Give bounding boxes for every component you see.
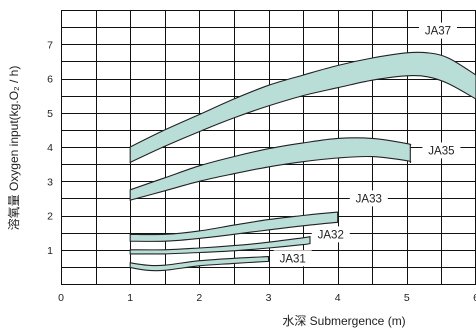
band-label-bg bbox=[311, 226, 350, 243]
y-tick-label: 6 bbox=[47, 74, 53, 86]
band-labels: JA37 JA35 JA33 JA32 JA31 bbox=[273, 22, 461, 267]
band-ja35 bbox=[129, 137, 412, 201]
x-tick-label: 6 bbox=[473, 292, 476, 304]
y-tick-label: 2 bbox=[47, 211, 53, 223]
band-label-bg bbox=[349, 190, 388, 207]
x-tick-label: 2 bbox=[196, 292, 202, 304]
band-label-bg bbox=[422, 142, 461, 159]
band-ja31 bbox=[129, 256, 270, 272]
x-tick-label: 0 bbox=[58, 292, 64, 304]
band-label-ja32: JA32 bbox=[318, 229, 344, 241]
y-tick-label: 1 bbox=[47, 245, 53, 257]
band-ja32 bbox=[129, 236, 311, 255]
y-tick-label: 7 bbox=[47, 39, 53, 51]
band-ja33 bbox=[129, 211, 339, 242]
band-label-ja31: JA31 bbox=[280, 253, 306, 265]
x-tick-label: 3 bbox=[266, 292, 272, 304]
y-tick-label: 5 bbox=[47, 108, 53, 120]
x-tick-label: 4 bbox=[335, 292, 341, 304]
x-tick-label: 5 bbox=[404, 292, 410, 304]
band-label-bg bbox=[418, 22, 457, 39]
bands bbox=[129, 51, 476, 272]
band-ja37 bbox=[129, 51, 476, 164]
x-tick-label: 1 bbox=[127, 292, 133, 304]
tick-labels: 0 1 2 3 4 5 6 1 2 3 4 5 6 7 bbox=[47, 39, 476, 304]
y-tick-label: 4 bbox=[47, 142, 53, 154]
band-label-ja37: JA37 bbox=[425, 26, 451, 38]
band-label-bg bbox=[273, 250, 312, 267]
band-label-ja33: JA33 bbox=[356, 193, 382, 205]
x-axis-title: 水深 Submergence (m) bbox=[282, 314, 405, 328]
band-label-ja35: JA35 bbox=[428, 145, 454, 157]
y-axis-title: 溶氧量 Oxygen input(kg.O₂ / h) bbox=[6, 66, 21, 231]
y-tick-label: 3 bbox=[47, 176, 53, 188]
